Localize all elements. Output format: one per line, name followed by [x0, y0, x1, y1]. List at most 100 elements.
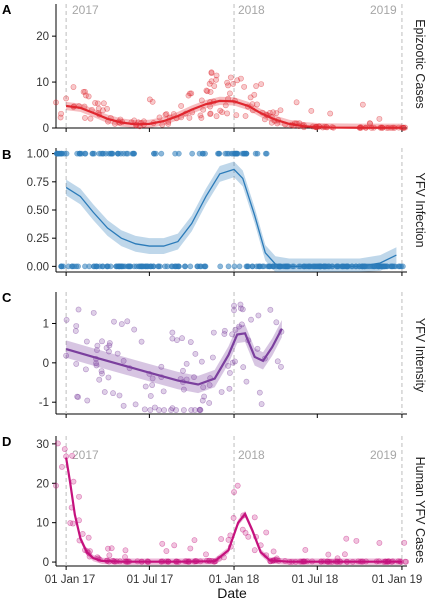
data-point [169, 329, 176, 336]
data-point [229, 359, 236, 366]
data-point [156, 114, 163, 121]
data-point [198, 97, 205, 104]
data-point [93, 360, 99, 367]
data-point [63, 317, 70, 323]
data-point [103, 344, 110, 351]
ylabel-b: YFV Infection [413, 172, 427, 247]
data-point [211, 83, 218, 89]
data-point [278, 363, 284, 370]
data-point [199, 150, 206, 157]
data-point [197, 112, 204, 119]
data-point [180, 386, 187, 393]
data-point [215, 150, 221, 157]
data-point [120, 263, 127, 270]
data-point [231, 302, 237, 309]
data-point [180, 407, 187, 413]
data-point [253, 83, 260, 89]
data-point [234, 77, 241, 84]
data-point [160, 388, 167, 395]
x-tick-label: 01 Jul 18 [292, 574, 339, 586]
data-point [94, 342, 101, 349]
data-point [87, 115, 94, 122]
data-point [141, 406, 148, 413]
data-point [197, 263, 203, 270]
y-tick-label: 30 [36, 439, 49, 451]
data-point [58, 110, 64, 117]
data-point [273, 319, 280, 326]
x-axis-title: Date [217, 585, 247, 600]
data-point [85, 534, 92, 541]
data-point [100, 263, 106, 270]
data-point [106, 340, 113, 346]
data-point [254, 150, 261, 157]
data-point [142, 383, 149, 390]
data-point [203, 551, 209, 558]
data-point [242, 113, 249, 119]
data-point [245, 533, 252, 540]
data-point [202, 263, 209, 270]
data-point [120, 357, 127, 364]
data-point [341, 551, 348, 558]
data-point [116, 392, 123, 399]
smooth-line [65, 99, 402, 129]
data-point [54, 440, 61, 447]
data-point [219, 109, 225, 116]
data-point [221, 331, 228, 337]
x-tick-label: 01 Jan 18 [209, 574, 260, 586]
data-point [53, 482, 59, 489]
data-point [234, 482, 241, 489]
data-point [233, 112, 240, 119]
y-tick-label: 1.00 [27, 149, 49, 161]
data-point [234, 150, 241, 157]
data-point [147, 407, 154, 413]
data-point [192, 407, 198, 413]
data-point [163, 548, 170, 554]
data-point [274, 358, 281, 365]
data-point [189, 150, 196, 157]
data-point [178, 103, 185, 109]
data-point [84, 397, 91, 404]
data-point [159, 540, 166, 547]
data-point [71, 263, 77, 270]
year-label-a-2019: 2019 [370, 3, 397, 17]
data-point [105, 545, 111, 552]
data-point [308, 107, 315, 114]
data-point [213, 113, 220, 120]
data-point [99, 338, 105, 345]
data-point [63, 150, 70, 157]
data-point [85, 93, 92, 100]
data-point [124, 318, 131, 325]
data-point [172, 150, 179, 157]
data-point [76, 493, 82, 500]
data-point [218, 389, 225, 395]
data-point [230, 514, 237, 521]
data-point [74, 150, 81, 157]
y-tick-label: 0 [43, 557, 49, 569]
x-tick-label: 01 Jan 19 [372, 574, 423, 586]
data-point [401, 539, 408, 546]
data-point [122, 554, 128, 560]
data-point [226, 150, 232, 157]
data-point [249, 101, 256, 108]
data-point [262, 150, 269, 157]
data-point [207, 89, 214, 95]
data-point [236, 263, 243, 270]
data-point [73, 361, 80, 367]
y-tick-label: 0.50 [27, 205, 49, 217]
y-tick-label: 1 [43, 318, 49, 330]
panel-letter-c: C [2, 290, 12, 305]
data-point [53, 99, 59, 106]
data-point [244, 263, 251, 270]
smooth-line [65, 328, 283, 386]
data-point [231, 489, 237, 495]
data-point [191, 374, 197, 381]
data-point [187, 263, 194, 270]
data-point [400, 124, 407, 131]
data-point [130, 150, 137, 157]
y-tick-label: 10 [36, 518, 49, 530]
data-point [395, 263, 402, 270]
data-point [150, 263, 157, 270]
data-point [208, 70, 215, 77]
data-point [168, 407, 174, 413]
